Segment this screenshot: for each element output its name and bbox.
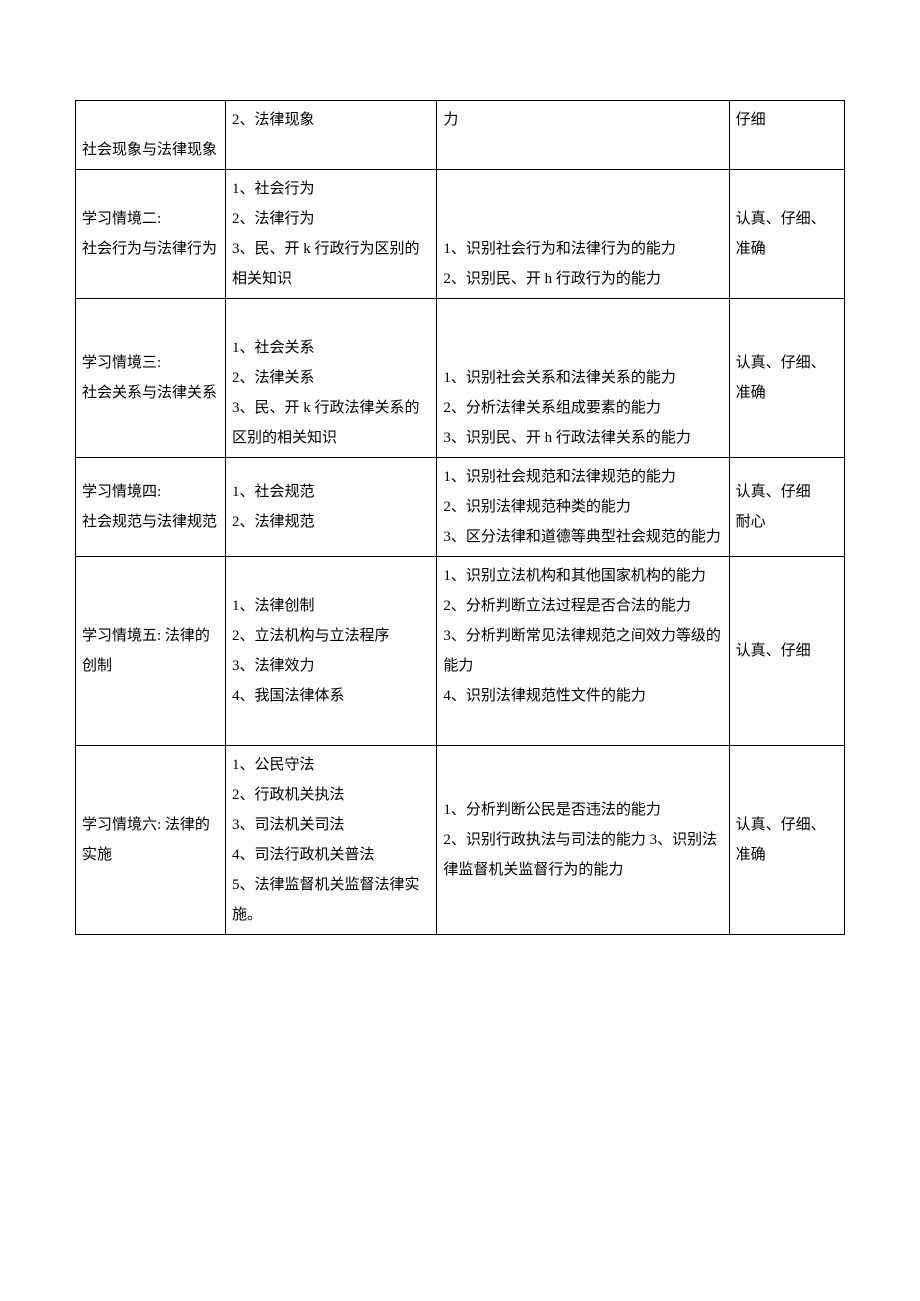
cell-situation: 学习情境四:社会规范与法律规范 xyxy=(76,458,226,557)
cell-knowledge: 1、社会关系2、法律关系3、民、开 k 行政法律关系的区别的相关知识 xyxy=(225,299,436,458)
cell-knowledge: 1、社会行为2、法律行为3、民、开 k 行政行为区别的相关知识 xyxy=(225,170,436,299)
table-row: 学习情境二:社会行为与法律行为 1、社会行为2、法律行为3、民、开 k 行政行为… xyxy=(76,170,845,299)
cell-situation: 学习情境五: 法律的创制 xyxy=(76,557,226,746)
cell-attitude: 认真、仔细 xyxy=(729,557,844,746)
cell-attitude: 认真、仔细、准确 xyxy=(729,746,844,935)
cell-situation: 学习情境三:社会关系与法律关系 xyxy=(76,299,226,458)
cell-ability: 1、识别社会规范和法律规范的能力2、识别法律规范种类的能力3、区分法律和道德等典… xyxy=(437,458,729,557)
curriculum-table: 社会现象与法律现象 2、法律现象 力 仔细 学习情境二:社会行为与法律行为 1、… xyxy=(75,100,845,935)
cell-situation: 社会现象与法律现象 xyxy=(76,101,226,170)
table-row: 学习情境四:社会规范与法律规范 1、社会规范2、法律规范 1、识别社会规范和法律… xyxy=(76,458,845,557)
cell-ability: 1、识别社会关系和法律关系的能力2、分析法律关系组成要素的能力3、识别民、开 h… xyxy=(437,299,729,458)
cell-ability: 力 xyxy=(437,101,729,170)
cell-ability: 1、识别立法机构和其他国家机构的能力2、分析判断立法过程是否合法的能力3、分析判… xyxy=(437,557,729,746)
table-row: 社会现象与法律现象 2、法律现象 力 仔细 xyxy=(76,101,845,170)
cell-attitude: 认真、仔细、准确 xyxy=(729,170,844,299)
cell-ability: 1、识别社会行为和法律行为的能力2、识别民、开 h 行政行为的能力 xyxy=(437,170,729,299)
table-row: 学习情境六: 法律的实施 1、公民守法2、行政机关执法3、司法机关司法4、司法行… xyxy=(76,746,845,935)
table-body: 社会现象与法律现象 2、法律现象 力 仔细 学习情境二:社会行为与法律行为 1、… xyxy=(76,101,845,935)
cell-knowledge: 1、公民守法2、行政机关执法3、司法机关司法4、司法行政机关普法5、法律监督机关… xyxy=(225,746,436,935)
cell-attitude: 仔细 xyxy=(729,101,844,170)
table-row: 学习情境五: 法律的创制 1、法律创制2、立法机构与立法程序3、法律效力4、我国… xyxy=(76,557,845,746)
cell-attitude: 认真、仔细、准确 xyxy=(729,299,844,458)
table-row: 学习情境三:社会关系与法律关系 1、社会关系2、法律关系3、民、开 k 行政法律… xyxy=(76,299,845,458)
cell-knowledge: 2、法律现象 xyxy=(225,101,436,170)
cell-attitude: 认真、仔细耐心 xyxy=(729,458,844,557)
cell-situation: 学习情境二:社会行为与法律行为 xyxy=(76,170,226,299)
cell-knowledge: 1、法律创制2、立法机构与立法程序3、法律效力4、我国法律体系 xyxy=(225,557,436,746)
cell-ability: 1、分析判断公民是否违法的能力2、识别行政执法与司法的能力 3、识别法律监督机关… xyxy=(437,746,729,935)
cell-knowledge: 1、社会规范2、法律规范 xyxy=(225,458,436,557)
cell-situation: 学习情境六: 法律的实施 xyxy=(76,746,226,935)
